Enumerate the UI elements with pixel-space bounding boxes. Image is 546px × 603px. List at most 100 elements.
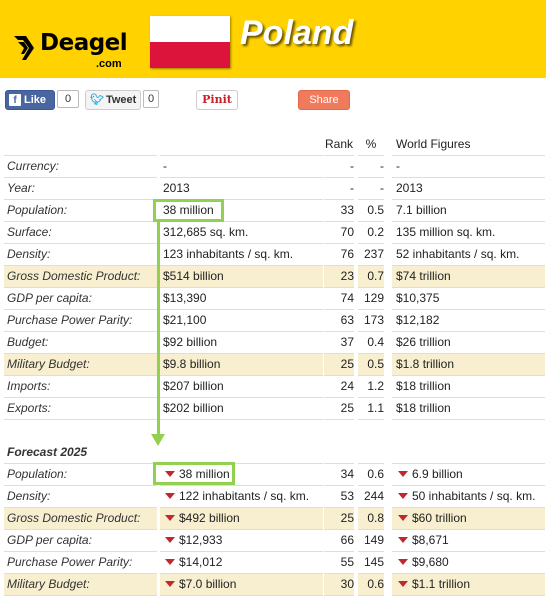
poland-flag — [150, 16, 230, 68]
forecast-population-highlight-box — [153, 462, 235, 485]
row-percent: 0.7 — [358, 266, 384, 288]
table-row: Purchase Power Parity: $21,100 63 173 $12,18… — [4, 310, 545, 332]
row-world: 52 inhabitants / sq. km. — [392, 244, 545, 266]
row-label: GDP per capita: — [4, 288, 157, 310]
row-rank: 66 — [324, 530, 354, 552]
row-value: - — [160, 156, 323, 178]
row-rank: - — [324, 178, 354, 200]
table-row: Currency: - - - - — [4, 156, 545, 178]
forecast-header-spacer — [160, 442, 323, 464]
share-label: Share — [309, 94, 339, 106]
row-world: $1.1 trillion — [392, 574, 545, 596]
row-world: 6.9 billion — [392, 464, 545, 486]
row-value-text: $14,012 — [179, 555, 223, 569]
row-percent: 0.6 — [358, 574, 384, 596]
row-rank: 33 — [324, 200, 354, 222]
row-value: $12,933 — [160, 530, 323, 552]
social-bar: f Like 0 🐦︎ Tweet 0 Pinit Share — [0, 90, 546, 110]
row-rank: 23 — [324, 266, 354, 288]
annotation-arrow-head — [151, 434, 165, 446]
decrease-arrow-icon — [165, 537, 175, 544]
pinterest-button[interactable]: Pinit — [196, 90, 238, 110]
row-world: 135 million sq. km. — [392, 222, 545, 244]
row-world: 50 inhabitants / sq. km. — [392, 486, 545, 508]
row-percent: - — [358, 178, 384, 200]
decrease-arrow-icon — [165, 515, 175, 522]
tweet-count: 0 — [143, 90, 159, 108]
row-value: $92 billion — [160, 332, 323, 354]
facebook-icon: f — [9, 94, 21, 106]
row-rank: 76 — [324, 244, 354, 266]
row-world-text: $8,671 — [412, 533, 449, 547]
decrease-arrow-icon — [165, 471, 175, 478]
row-percent: 0.8 — [358, 508, 384, 530]
deagel-logo[interactable]: Deagel .com — [12, 28, 140, 72]
row-label: Gross Domestic Product: — [4, 266, 157, 288]
row-label: Imports: — [4, 376, 157, 398]
row-percent: 145 — [358, 552, 384, 574]
row-world: $10,375 — [392, 288, 545, 310]
row-rank: 74 — [324, 288, 354, 310]
forecast-header-spacer — [392, 442, 545, 464]
decrease-arrow-icon — [398, 493, 408, 500]
row-value: 312,685 sq. km. — [160, 222, 323, 244]
logo-suffix: .com — [96, 58, 122, 70]
row-value: $7.0 billion — [160, 574, 323, 596]
logo-wordmark: Deagel — [40, 30, 128, 56]
decrease-arrow-icon — [165, 493, 175, 500]
population-highlight-box — [153, 199, 224, 222]
row-percent: 129 — [358, 288, 384, 310]
row-value-text: 38 million — [179, 467, 230, 481]
forecast-header-spacer — [324, 442, 354, 464]
row-percent: 0.2 — [358, 222, 384, 244]
header-spacer — [160, 134, 323, 156]
row-world: 2013 — [392, 178, 545, 200]
row-world: $9,680 — [392, 552, 545, 574]
row-value: $514 billion — [160, 266, 323, 288]
row-rank: 30 — [324, 574, 354, 596]
row-world: $12,182 — [392, 310, 545, 332]
row-rank: 53 — [324, 486, 354, 508]
row-world-text: $1.1 trillion — [412, 577, 471, 591]
row-value-text: 122 inhabitants / sq. km. — [179, 489, 310, 503]
row-world: - — [392, 156, 545, 178]
table-row: Military Budget: $9.8 billion 25 0.5 $1.8 tr… — [4, 354, 545, 376]
tweet-button[interactable]: 🐦︎ Tweet — [85, 90, 141, 110]
world-figures-header: World Figures — [392, 134, 545, 156]
flag-red-band — [150, 42, 230, 68]
forecast-row: GDP per capita: $12,933 66 149 $8,671 — [4, 530, 545, 552]
row-percent: 173 — [358, 310, 384, 332]
row-value: $9.8 billion — [160, 354, 323, 376]
row-label: Purchase Power Parity: — [4, 310, 157, 332]
row-rank: 25 — [324, 398, 354, 420]
row-label: Population: — [4, 464, 157, 486]
rank-header: Rank — [324, 134, 354, 156]
row-value: 122 inhabitants / sq. km. — [160, 486, 323, 508]
row-value: $21,100 — [160, 310, 323, 332]
like-count: 0 — [57, 90, 79, 108]
row-world: $8,671 — [392, 530, 545, 552]
row-percent: - — [358, 156, 384, 178]
facebook-like-button[interactable]: f Like — [5, 90, 55, 110]
row-percent: 1.2 — [358, 376, 384, 398]
share-button[interactable]: Share — [298, 90, 350, 110]
row-label: Density: — [4, 486, 157, 508]
row-label: Population: — [4, 200, 157, 222]
deagel-wing-icon — [14, 36, 34, 60]
forecast-row: Population: 38 million 34 0.6 6.9 billion — [4, 464, 545, 486]
table-row: Year: 2013- -2013 — [4, 178, 545, 200]
forecast-row: Military Budget: $7.0 billion 30 0.6 $1.1 tr… — [4, 574, 545, 596]
row-world: $1.8 trillion — [392, 354, 545, 376]
decrease-arrow-icon — [398, 471, 408, 478]
row-label: Year: — [4, 178, 157, 200]
row-label: Currency: — [4, 156, 157, 178]
forecast-row: Purchase Power Parity: $14,012 55 145 $9,680 — [4, 552, 545, 574]
row-label: Exports: — [4, 398, 157, 420]
row-rank: 24 — [324, 376, 354, 398]
row-world-text: 6.9 billion — [412, 467, 463, 481]
row-label: GDP per capita: — [4, 530, 157, 552]
site-header: Deagel .com Poland — [0, 0, 546, 78]
annotation-arrow-line — [157, 221, 160, 437]
table-row: Population: 38 million 33 0.5 7.1 billion — [4, 200, 545, 222]
table-row: Density: 123 inhabitants / sq. km. 76 237 52… — [4, 244, 545, 266]
